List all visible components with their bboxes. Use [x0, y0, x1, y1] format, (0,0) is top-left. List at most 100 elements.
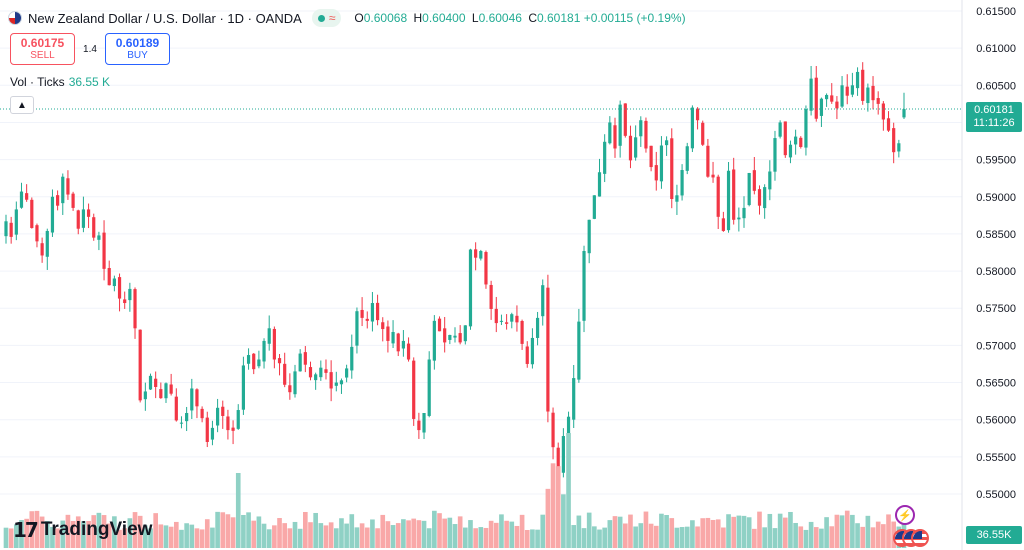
volume-bar — [762, 527, 767, 548]
lightning-icon[interactable]: ⚡ — [895, 505, 915, 525]
volume-bar — [432, 510, 437, 548]
volume-bar — [50, 526, 55, 548]
candle-body — [169, 384, 173, 394]
volume-scale-label: 36.55K — [966, 526, 1022, 544]
sell-price: 0.60175 — [20, 36, 65, 50]
symbol-title[interactable]: New Zealand Dollar / U.S. Dollar · 1D · … — [28, 10, 302, 26]
candle-body — [814, 77, 818, 119]
candle-body — [551, 412, 555, 448]
candle-body — [406, 343, 411, 360]
candle-body — [866, 87, 870, 104]
candle-body — [835, 101, 839, 109]
candle-body — [505, 322, 509, 324]
volume-bar — [132, 512, 138, 548]
candle-body — [298, 353, 302, 372]
volume-bar — [272, 525, 277, 548]
volume-bar — [664, 514, 669, 548]
volume-bar — [710, 519, 716, 548]
candle-body — [102, 232, 106, 269]
candle-body — [381, 322, 385, 330]
volume-bar — [117, 529, 122, 548]
volume-bar — [194, 528, 200, 548]
collapse-legend-button[interactable]: ▲ — [10, 96, 34, 114]
volume-bar — [168, 526, 174, 548]
economic-events-flags[interactable] — [893, 529, 929, 547]
volume-bar — [375, 528, 380, 548]
volume-bar — [204, 519, 210, 548]
candle-body — [412, 360, 416, 419]
candle-body — [345, 368, 349, 378]
volume-legend[interactable]: Vol · Ticks 36.55 K — [10, 75, 110, 89]
volume-bar — [148, 528, 153, 548]
candle-body — [293, 371, 297, 395]
candle-body — [664, 140, 669, 146]
candle-body — [159, 389, 163, 399]
volume-bar — [555, 466, 561, 548]
volume-bar — [328, 522, 334, 548]
volume-bar — [819, 528, 824, 548]
candle-body — [535, 317, 540, 338]
candle-body — [634, 137, 638, 158]
buy-button[interactable]: 0.60189 BUY — [105, 33, 170, 65]
candle-body — [706, 145, 710, 177]
candle-body — [757, 189, 762, 206]
volume-bar — [731, 516, 737, 548]
volume-bar — [690, 520, 695, 548]
candle-body — [541, 285, 545, 317]
volume-bar — [452, 524, 458, 548]
candle-body — [763, 187, 767, 209]
change-value: +0.00115 (+0.19%) — [583, 11, 686, 25]
sell-button[interactable]: 0.60175 SELL — [10, 33, 75, 65]
volume-bar — [303, 511, 308, 548]
candle-body — [443, 328, 447, 343]
candle-body — [510, 314, 514, 322]
volume-bar — [292, 521, 298, 548]
candle-body — [520, 320, 524, 344]
volume-bar — [468, 520, 473, 548]
candle-body — [35, 225, 39, 242]
candle-body — [861, 69, 865, 101]
candle-body — [809, 78, 813, 111]
volume-bar — [158, 524, 164, 548]
volume-bar — [535, 529, 540, 548]
candle-body — [86, 209, 91, 217]
candle-body — [463, 325, 467, 342]
candle-body — [726, 170, 731, 231]
candle-body — [401, 340, 405, 349]
tradingview-logo[interactable]: 17 TradingView — [13, 518, 152, 542]
volume-bar — [865, 515, 871, 548]
volume-bar — [359, 523, 365, 548]
volume-bar — [39, 516, 45, 548]
volume-bar — [803, 529, 809, 548]
candle-body — [546, 287, 550, 412]
candle-body — [92, 217, 96, 238]
candle-body — [747, 172, 751, 206]
tradingview-mark-icon: 17 — [13, 518, 39, 542]
volume-bar — [241, 514, 246, 548]
market-status-pill[interactable]: ≈ — [311, 9, 342, 27]
buy-label: BUY — [127, 50, 148, 61]
volume-bar — [442, 518, 448, 548]
candle-body — [530, 337, 535, 365]
volume-bar — [721, 527, 726, 548]
volume-bar — [313, 512, 318, 548]
candle-body — [489, 284, 493, 309]
y-tick-label: 0.57500 — [976, 303, 1016, 315]
volume-bar — [638, 523, 644, 548]
candle-body — [649, 145, 653, 168]
volume-bar — [65, 514, 71, 548]
tradingview-wordmark: TradingView — [40, 519, 153, 540]
y-tick-label: 0.58500 — [976, 229, 1016, 241]
volume-bar — [628, 514, 633, 548]
candle-body — [499, 320, 504, 322]
y-tick-label: 0.56500 — [976, 378, 1016, 390]
volume-bar — [659, 513, 664, 548]
candle-body — [288, 385, 292, 393]
candle-body — [628, 135, 633, 161]
candle-body — [479, 251, 483, 259]
volume-bar — [643, 511, 649, 548]
candle-body — [257, 359, 261, 367]
candle-body — [623, 103, 627, 136]
